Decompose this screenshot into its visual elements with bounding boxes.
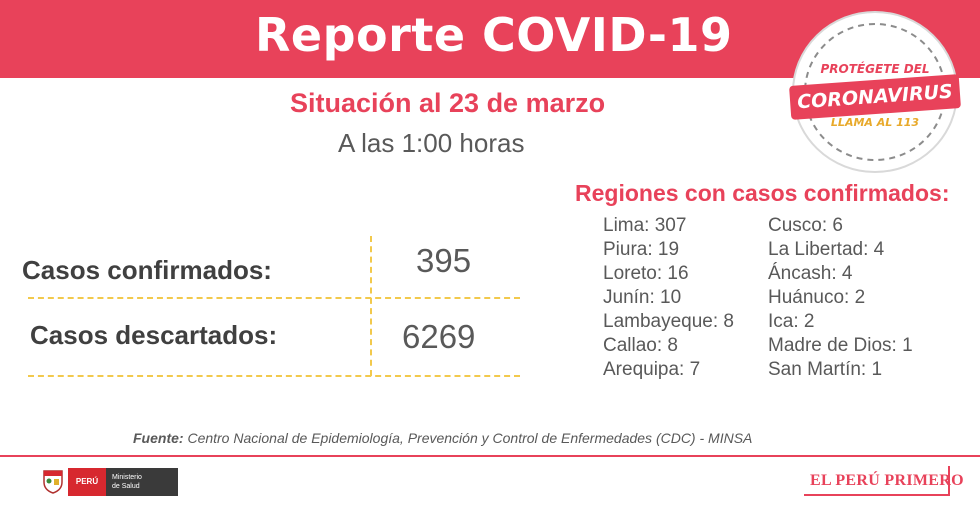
region-item: Ica: 2	[768, 311, 815, 332]
stats-divider-bottom	[28, 375, 520, 377]
region-item: Junín: 10	[603, 287, 682, 308]
footer-divider	[0, 455, 980, 457]
el-peru-primero-logo: EL PERÚ PRIMERO	[804, 466, 964, 496]
region-item: Piura: 19	[603, 239, 680, 260]
confirmed-value: 395	[416, 242, 472, 279]
region-item: Lima: 307	[603, 215, 687, 236]
discarded-label: Casos descartados:	[30, 320, 278, 350]
region-item: Arequipa: 7	[603, 359, 701, 380]
report-date: Situación al 23 de marzo	[290, 88, 606, 118]
badge-phone-text: LLAMA AL 113	[830, 116, 920, 129]
region-item: Áncash: 4	[768, 263, 853, 284]
peru-label: PERÚ	[68, 468, 106, 496]
region-item: San Martín: 1	[768, 359, 883, 380]
source-note: Fuente: Centro Nacional de Epidemiología…	[133, 430, 752, 446]
region-item: Cusco: 6	[768, 215, 843, 236]
region-item: La Libertad: 4	[768, 239, 885, 260]
page-title: Reporte COVID-19	[255, 8, 733, 62]
ministerio-line-2: de Salud	[112, 483, 140, 490]
ministerio-label: Ministerio de Salud	[106, 468, 178, 496]
report-time: A las 1:00 horas	[338, 128, 525, 158]
region-item: Madre de Dios: 1	[768, 335, 913, 356]
minsa-logo: PERÚ Ministerio de Salud	[42, 468, 182, 496]
stats-divider-vertical	[370, 236, 372, 376]
confirmed-label: Casos confirmados:	[22, 255, 272, 285]
regions-column-2: Cusco: 6 La Libertad: 4 Áncash: 4 Huánuc…	[768, 214, 913, 382]
discarded-value: 6269	[402, 318, 476, 355]
source-text: Centro Nacional de Epidemiología, Preven…	[183, 430, 753, 446]
regions-title: Regiones con casos confirmados:	[575, 180, 950, 206]
region-item: Lambayeque: 8	[603, 311, 734, 332]
ministerio-line-1: Ministerio	[112, 474, 142, 481]
brand-text: EL PERÚ PRIMERO	[810, 472, 964, 489]
coronavirus-badge: PROTÉGETE DEL CORONAVIRUS LLAMA AL 113	[780, 6, 970, 178]
regions-column-1: Lima: 307 Piura: 19 Loreto: 16 Junín: 10…	[603, 214, 734, 382]
source-label: Fuente:	[133, 430, 184, 446]
stats-divider-middle	[28, 297, 520, 299]
peru-crest-icon	[43, 470, 63, 494]
region-item: Loreto: 16	[603, 263, 689, 284]
badge-top-text: PROTÉGETE DEL	[820, 62, 930, 76]
region-item: Callao: 8	[603, 335, 678, 356]
region-item: Huánuco: 2	[768, 287, 866, 308]
